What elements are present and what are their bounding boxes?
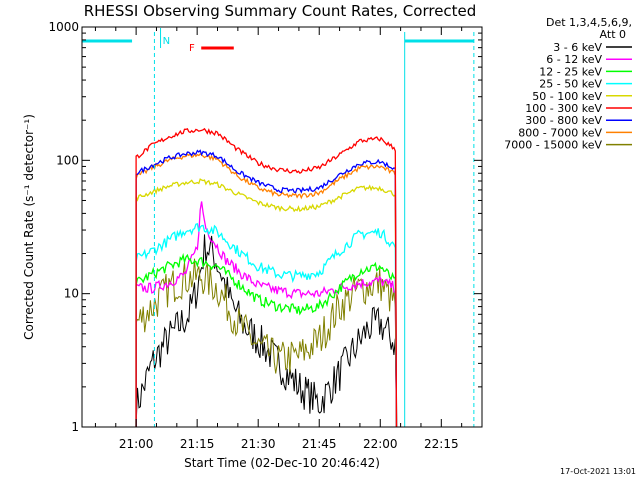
series-line xyxy=(135,234,397,428)
x-tick-label: 21:15 xyxy=(180,437,215,451)
chart-title: RHESSI Observing Summary Count Rates, Co… xyxy=(84,2,477,20)
x-axis: 21:00 21:15 21:30 21:45 22:00 22:15 xyxy=(94,27,483,451)
series-line xyxy=(135,222,398,428)
series-line xyxy=(135,252,398,428)
plot-frame xyxy=(81,26,483,428)
plot-series-group xyxy=(135,127,398,428)
legend-entry-label: 50 - 100 keV xyxy=(532,90,602,103)
plot-annotations-group: NF xyxy=(82,28,475,427)
series-line xyxy=(135,178,398,428)
flare-label: F xyxy=(189,43,195,54)
series-line xyxy=(135,201,398,428)
y-tick-label: 1000 xyxy=(48,20,79,34)
series-line xyxy=(135,152,398,428)
legend-entry-label: 3 - 6 keV xyxy=(553,41,602,54)
y-axis-label: Corrected Count Rate (s⁻¹ detector⁻¹) xyxy=(22,114,36,340)
legend-entry-label: 7000 - 15000 keV xyxy=(504,139,602,152)
legend-entry-label: 100 - 300 keV xyxy=(525,102,602,115)
legend-entry-label: 800 - 7000 keV xyxy=(518,126,602,139)
x-tick-label: 21:45 xyxy=(302,437,337,451)
legend-entry-label: 300 - 800 keV xyxy=(525,114,602,127)
x-tick-label: 21:30 xyxy=(241,437,276,451)
series-line xyxy=(135,127,398,428)
series-line xyxy=(135,258,397,428)
legend-entry-label: 6 - 12 keV xyxy=(546,53,602,66)
x-tick-label: 22:15 xyxy=(424,437,459,451)
night-label: N xyxy=(163,36,170,47)
legend-header-line-1: Det 1,3,4,5,6,9, xyxy=(546,16,632,29)
x-tick-label: 21:00 xyxy=(119,437,154,451)
series-line xyxy=(135,149,398,428)
y-tick-label: 1 xyxy=(71,420,79,434)
y-axis: 1 10 100 1000 xyxy=(48,20,482,434)
footer-timestamp: 17-Oct-2021 13:01 xyxy=(560,467,636,476)
y-tick-label: 10 xyxy=(64,287,79,301)
y-tick-label: 100 xyxy=(56,153,79,167)
legend-entry-label: 25 - 50 keV xyxy=(539,78,602,91)
legend-header-line-2: Att 0 xyxy=(600,28,626,41)
x-axis-label: Start Time (02-Dec-10 20:46:42) xyxy=(184,456,380,470)
x-tick-label: 22:00 xyxy=(363,437,398,451)
legend-entry-label: 12 - 25 keV xyxy=(539,65,602,78)
